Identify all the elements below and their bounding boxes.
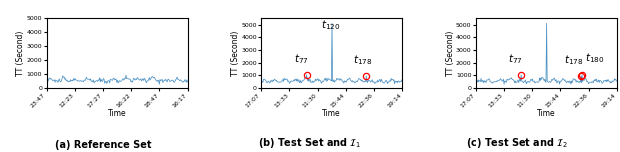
Text: (c) Test Set and $\mathcal{I}_2$: (c) Test Set and $\mathcal{I}_2$ <box>466 136 568 150</box>
Text: $t_{120}$: $t_{120}$ <box>321 18 341 32</box>
Text: $t_{178}$: $t_{178}$ <box>564 53 584 67</box>
X-axis label: Time: Time <box>108 109 126 118</box>
Y-axis label: TT (Second): TT (Second) <box>16 31 25 76</box>
Text: (a) Reference Set: (a) Reference Set <box>55 140 151 150</box>
Y-axis label: TT (Second): TT (Second) <box>231 31 240 76</box>
X-axis label: Time: Time <box>322 109 341 118</box>
Text: (b) Test Set and $\mathcal{I}_1$: (b) Test Set and $\mathcal{I}_1$ <box>259 136 361 150</box>
Text: $t_{178}$: $t_{178}$ <box>353 53 373 67</box>
Y-axis label: TT (Second): TT (Second) <box>446 31 454 76</box>
Text: $t_{77}$: $t_{77}$ <box>294 52 308 66</box>
Text: $t_{77}$: $t_{77}$ <box>508 52 523 66</box>
X-axis label: Time: Time <box>537 109 556 118</box>
Text: $t_{180}$: $t_{180}$ <box>585 51 604 65</box>
